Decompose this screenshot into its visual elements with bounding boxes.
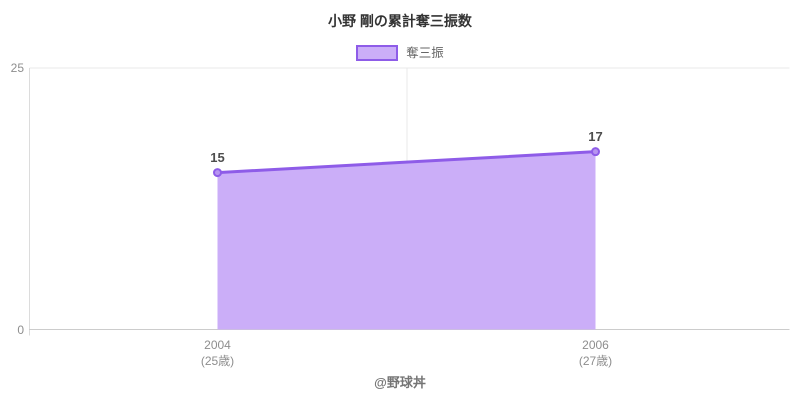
chart-title: 小野 剛の累計奪三振数: [328, 13, 472, 29]
data-point-marker: [591, 147, 600, 157]
point-value-label: 17: [588, 128, 603, 144]
y-tick-label: 0: [17, 322, 24, 337]
y-tick-label: 25: [10, 61, 24, 75]
series-area-fill: [217, 151, 596, 330]
x-tick-label: 2006 (27歳): [578, 337, 613, 368]
legend-item-strikeouts[interactable]: 奪三振: [356, 45, 444, 61]
legend: 奪三振: [0, 45, 800, 61]
data-point-marker: [213, 168, 222, 178]
legend-label: 奪三振: [406, 46, 444, 60]
legend-swatch: [356, 45, 399, 61]
x-tick-label: 2004 (25歳): [200, 337, 235, 368]
series-line: [216, 150, 597, 175]
point-value-label: 15: [210, 149, 225, 165]
footer-credit: @野球丼: [374, 375, 426, 390]
